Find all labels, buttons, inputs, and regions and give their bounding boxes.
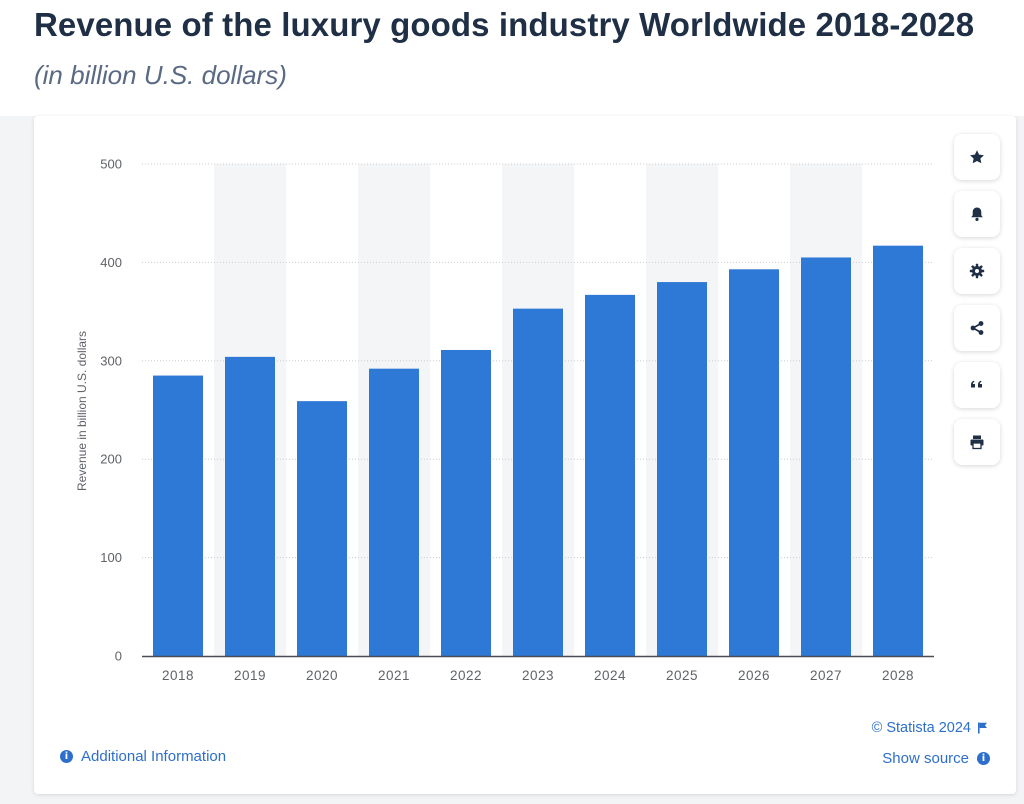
share-icon bbox=[970, 321, 984, 335]
additional-information-label: Additional Information bbox=[81, 748, 227, 765]
x-tick-label: 2023 bbox=[522, 668, 554, 683]
page-subtitle: (in billion U.S. dollars) bbox=[34, 60, 287, 90]
copyright-text: © Statista 2024 bbox=[871, 720, 971, 736]
bar-2018 bbox=[153, 375, 203, 656]
additional-information-link[interactable]: i Additional Information bbox=[60, 748, 226, 765]
info-icon: i bbox=[977, 752, 990, 765]
y-tick-label: 100 bbox=[100, 550, 122, 565]
y-tick-label: 300 bbox=[100, 353, 122, 368]
info-icon: i bbox=[60, 750, 73, 763]
favorite-button[interactable] bbox=[954, 134, 1000, 180]
bar-2023 bbox=[513, 308, 563, 656]
bar-2020 bbox=[297, 401, 347, 656]
print-button[interactable] bbox=[954, 419, 1000, 465]
y-tick-label: 200 bbox=[100, 452, 122, 467]
y-tick-label: 400 bbox=[100, 255, 122, 270]
bell-icon bbox=[971, 207, 983, 221]
bar-2027 bbox=[801, 257, 851, 656]
x-tick-label: 2027 bbox=[810, 668, 842, 683]
show-source-link[interactable]: Show source i bbox=[882, 750, 990, 767]
bar-2024 bbox=[585, 294, 635, 656]
bar-2028 bbox=[873, 245, 923, 656]
header: Revenue of the luxury goods industry Wor… bbox=[0, 0, 1024, 116]
settings-button[interactable] bbox=[954, 248, 1000, 294]
y-axis-title: Revenue in billion U.S. dollars bbox=[75, 331, 89, 491]
share-button[interactable] bbox=[954, 305, 1000, 351]
show-source-label: Show source bbox=[882, 750, 969, 767]
quote-icon bbox=[971, 380, 982, 388]
star-icon bbox=[970, 150, 984, 164]
notification-button[interactable] bbox=[954, 191, 1000, 237]
bar-2019 bbox=[225, 356, 275, 656]
y-tick-label: 0 bbox=[115, 649, 122, 664]
chart-card: 0 100 200 300 400 500 2018 2019 2020 2021 2022 2023… bbox=[34, 116, 1016, 794]
print-icon bbox=[970, 435, 984, 450]
bar-2021 bbox=[369, 368, 419, 656]
x-tick-label: 2022 bbox=[450, 668, 482, 683]
copyright-notice[interactable]: © Statista 2024 bbox=[872, 720, 988, 736]
bar-2022 bbox=[441, 349, 491, 656]
cite-button[interactable] bbox=[954, 362, 1000, 408]
x-tick-label: 2018 bbox=[162, 668, 194, 683]
x-tick-label: 2024 bbox=[594, 668, 626, 683]
page-title: Revenue of the luxury goods industry Wor… bbox=[34, 6, 975, 43]
x-tick-label: 2020 bbox=[306, 668, 338, 683]
bar-2026 bbox=[729, 269, 779, 656]
y-tick-label: 500 bbox=[100, 157, 122, 172]
gear-icon bbox=[969, 263, 985, 279]
x-tick-label: 2026 bbox=[738, 668, 770, 683]
bar-2025 bbox=[657, 282, 707, 656]
bar-chart: 0 100 200 300 400 500 2018 2019 2020 2021 2022 2023… bbox=[75, 157, 934, 683]
x-tick-label: 2025 bbox=[666, 668, 698, 683]
flag-icon bbox=[978, 722, 987, 734]
x-tick-label: 2021 bbox=[378, 668, 410, 683]
x-tick-label: 2019 bbox=[234, 668, 266, 683]
x-tick-label: 2028 bbox=[882, 668, 914, 683]
